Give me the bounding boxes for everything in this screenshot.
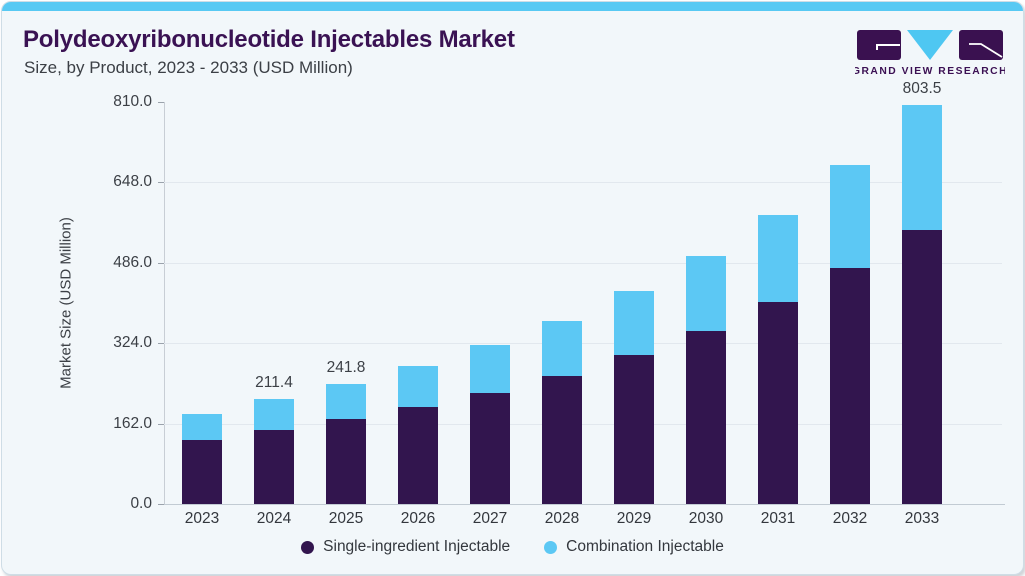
bar-segment-single-ingredient <box>902 229 942 504</box>
x-tick-label: 2029 <box>616 510 652 527</box>
bar-segment-single-ingredient <box>686 331 726 504</box>
legend-item: Combination Injectable <box>544 538 724 556</box>
bar-segment-single-ingredient <box>470 392 510 504</box>
legend-label: Combination Injectable <box>566 538 724 555</box>
bar-segment-combination <box>758 214 798 303</box>
bar-segment-combination <box>182 414 222 441</box>
bar-segment-combination <box>470 345 510 393</box>
bar-segment-single-ingredient <box>398 407 438 504</box>
x-tick-label: 2023 <box>184 510 220 527</box>
x-tick-label: 2031 <box>760 510 796 527</box>
bar-segment-single-ingredient <box>182 440 222 504</box>
legend-swatch <box>301 540 315 554</box>
gridline <box>164 423 1002 425</box>
x-tick-label: 2026 <box>400 510 436 527</box>
x-tick-label: 2024 <box>256 510 292 527</box>
bar-segment-combination <box>614 291 654 356</box>
bar-segment-combination <box>902 105 942 230</box>
bar-segment-combination <box>398 366 438 408</box>
gvr-v-triangle <box>907 30 953 60</box>
bar-segment-single-ingredient <box>830 268 870 504</box>
y-tick <box>158 423 164 425</box>
y-tick-label: 324.0 <box>113 334 152 352</box>
x-tick-label: 2028 <box>544 510 580 527</box>
legend-swatch <box>544 540 558 554</box>
bar-segment-combination <box>326 383 366 420</box>
y-tick <box>158 262 164 264</box>
y-tick-label: 486.0 <box>113 253 152 271</box>
x-tick-label: 2033 <box>904 510 940 527</box>
bar-segment-combination <box>686 256 726 332</box>
bar-segment-combination <box>254 399 294 431</box>
y-axis-line <box>164 102 165 504</box>
x-axis-line <box>164 504 1005 505</box>
gvr-logo-wordmark: GRAND VIEW RESEARCH <box>855 66 1005 77</box>
x-tick-label: 2025 <box>328 510 364 527</box>
y-tick <box>158 343 164 345</box>
gridline <box>164 262 1002 264</box>
x-tick-label: 2027 <box>472 510 508 527</box>
legend-item: Single-ingredient Injectable <box>301 538 510 556</box>
bar-segment-single-ingredient <box>542 375 582 504</box>
gvr-logo-icon: GRAND VIEW RESEARCH <box>852 30 1007 77</box>
top-accent-strip <box>2 2 1023 11</box>
bar-segment-combination <box>542 320 582 376</box>
y-tick <box>158 182 164 184</box>
bar-segment-combination <box>830 164 870 269</box>
bar-segment-single-ingredient <box>758 302 798 504</box>
legend-label: Single-ingredient Injectable <box>323 538 511 555</box>
y-tick <box>158 102 164 103</box>
gridline <box>164 343 1002 345</box>
page-subtitle: Size, by Product, 2023 - 2033 (USD Milli… <box>24 58 353 77</box>
y-tick-label: 0.0 <box>130 495 152 512</box>
gridline <box>164 182 1002 184</box>
bar-total-label: 803.5 <box>902 80 942 98</box>
bar-segment-single-ingredient <box>326 419 366 504</box>
bar-segment-single-ingredient <box>614 355 654 504</box>
y-axis-title: Market Size (USD Million) <box>57 217 75 389</box>
bar-total-label: 211.4 <box>255 374 293 392</box>
y-tick-label: 648.0 <box>113 173 152 191</box>
bar-segment-single-ingredient <box>254 430 294 504</box>
grand-view-research-logo: GRAND VIEW RESEARCH <box>852 29 1007 82</box>
x-tick-label: 2030 <box>688 510 724 527</box>
x-tick-label: 2032 <box>832 510 868 527</box>
bar-total-label: 241.8 <box>326 358 366 376</box>
y-tick-label: 162.0 <box>113 414 152 432</box>
y-tick-label: 810.0 <box>113 93 152 110</box>
y-tick <box>158 504 164 505</box>
page-title: Polydeoxyribonucleotide Injectables Mark… <box>23 26 515 53</box>
chart-legend: Single-ingredient Injectable Combination … <box>2 538 1023 556</box>
